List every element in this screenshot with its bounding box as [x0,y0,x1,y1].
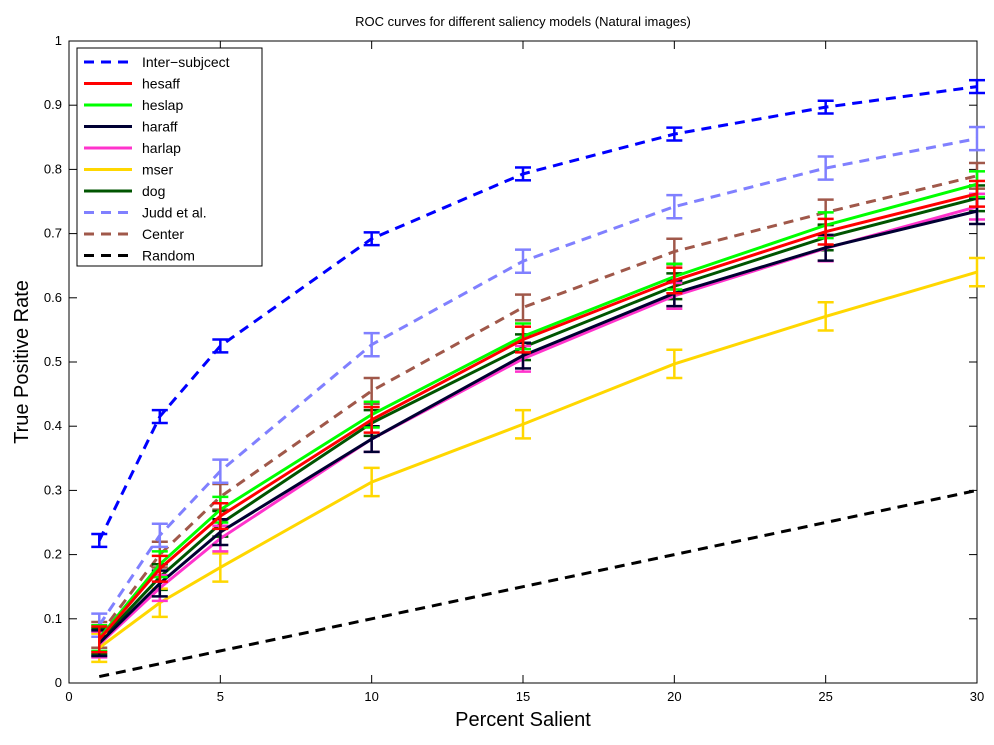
x-axis-label: Percent Salient [455,709,591,731]
series-line-hesaff [98,192,978,641]
legend-label-hesaff: hesaff [142,76,180,92]
y-tick-label: 0.8 [44,161,62,176]
y-tick-label: 0 [55,675,62,690]
y-tick-label: 0.2 [44,547,62,562]
x-tick-label: 0 [65,689,72,704]
y-axis-label: True Positive Rate [11,280,33,444]
series-line-haraff [98,209,978,645]
x-tick-label: 30 [970,689,984,704]
series-line-dog [98,196,978,643]
y-tick-label: 0.7 [44,226,62,241]
legend-label-mser: mser [142,162,173,178]
legend-label-inter-subjcect: Inter−subjcect [142,54,230,70]
legend-label-judd-et-al-: Judd et al. [142,205,207,221]
x-tick-label: 10 [364,689,378,704]
series-line-center [98,174,978,636]
y-tick-label: 0.1 [44,611,62,626]
series-line-random [98,488,978,679]
x-tick-label: 25 [818,689,832,704]
y-tick-label: 0.3 [44,482,62,497]
legend-label-random: Random [142,248,195,264]
legend-label-haraff: haraff [142,119,178,135]
x-tick-label: 5 [217,689,224,704]
y-tick-label: 0.4 [44,418,62,433]
x-tick-label: 15 [516,689,530,704]
chart-title: ROC curves for different saliency models… [355,14,691,29]
legend-label-center: Center [142,226,184,242]
y-tick-label: 1 [55,33,62,48]
legend-label-harlap: harlap [142,140,181,156]
legend-label-dog: dog [142,183,165,199]
legend-label-heslap: heslap [142,97,183,113]
y-tick-label: 0.5 [44,354,62,369]
series-line-mser [98,270,978,649]
y-tick-label: 0.6 [44,290,62,305]
series-line-heslap [98,182,978,640]
series-line-inter-subjcect [97,85,978,542]
series-line-judd-et-al- [98,137,978,627]
x-tick-label: 20 [667,689,681,704]
y-tick-label: 0.9 [44,97,62,112]
